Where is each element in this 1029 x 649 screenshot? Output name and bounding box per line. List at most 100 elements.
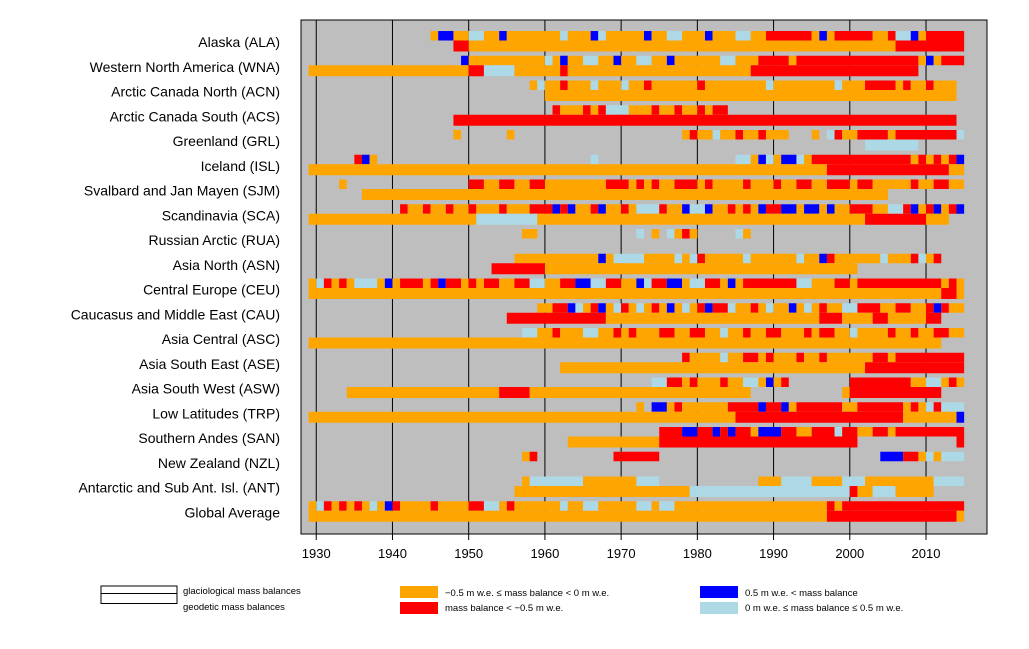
glaciological-segment	[689, 278, 705, 288]
geodetic-segment	[948, 164, 965, 176]
glaciological-segment	[918, 55, 927, 66]
glaciological-segment	[887, 253, 911, 264]
glaciological-segment	[727, 427, 736, 437]
glaciological-segment	[842, 427, 858, 437]
glaciological-segment	[773, 179, 782, 189]
glaciological-segment	[926, 55, 934, 66]
glaciological-segment	[499, 501, 507, 511]
geodetic-segment	[308, 288, 942, 299]
geodetic-segment	[819, 312, 843, 324]
glaciological-segment	[948, 377, 957, 387]
glaciological-segment	[834, 204, 850, 214]
glaciological-segment	[796, 303, 805, 313]
glaciological-segment	[826, 352, 873, 363]
glaciological-segment	[361, 501, 370, 511]
glaciological-segment	[933, 253, 942, 264]
glaciological-segment	[857, 402, 904, 412]
glaciological-segment	[750, 179, 774, 189]
geodetic-segment	[537, 213, 866, 225]
glaciological-segment	[910, 328, 919, 338]
glaciological-segment	[933, 55, 942, 66]
glaciological-segment	[605, 204, 622, 214]
geodetic-segment	[361, 189, 888, 200]
region-row	[506, 303, 965, 324]
region-label: Central Europe (CEU)	[143, 282, 280, 298]
glaciological-segment	[689, 130, 698, 140]
glaciological-segment	[895, 31, 911, 41]
glaciological-segment	[636, 476, 660, 486]
glaciological-segment	[857, 278, 942, 288]
glaciological-segment	[636, 402, 644, 412]
glaciological-segment	[948, 303, 965, 313]
glaciological-segment	[522, 476, 530, 486]
glaciological-segment	[781, 427, 797, 437]
glaciological-segment	[704, 253, 744, 264]
glaciological-segment	[651, 278, 667, 288]
glaciological-segment	[316, 501, 324, 511]
geodetic-segment	[453, 114, 957, 126]
glaciological-segment	[697, 105, 705, 115]
glaciological-segment	[621, 80, 629, 90]
glaciological-segment	[750, 154, 759, 165]
legend-geodetic-label: geodetic mass balances	[183, 602, 285, 613]
glaciological-segment	[712, 105, 728, 115]
region-label: Asia South East (ASE)	[139, 356, 280, 372]
glaciological-segment	[674, 229, 683, 239]
glaciological-segment	[483, 501, 500, 511]
glaciological-segment	[735, 427, 751, 437]
region-row	[491, 253, 942, 275]
glaciological-segment	[522, 229, 538, 239]
glaciological-segment	[933, 154, 942, 165]
glaciological-segment	[598, 80, 622, 90]
glaciological-segment	[674, 402, 683, 412]
glaciological-segment	[682, 377, 690, 387]
glaciological-segment	[682, 303, 690, 313]
glaciological-segment	[461, 55, 469, 66]
region-label: Iceland (ISL)	[201, 158, 280, 174]
glaciological-segment	[727, 377, 744, 387]
glaciological-segment	[918, 253, 927, 264]
glaciological-segment	[339, 278, 347, 288]
geodetic-segment	[308, 213, 477, 225]
x-tick-label-1970: 1970	[607, 546, 636, 561]
region-row	[308, 55, 965, 77]
glaciological-segment	[834, 427, 843, 437]
glaciological-segment	[689, 204, 705, 214]
glaciological-segment	[842, 402, 858, 412]
region-label: Greenland (GRL)	[173, 133, 280, 149]
glaciological-segment	[804, 204, 820, 214]
x-tick-label-1990: 1990	[759, 546, 788, 561]
glaciological-segment	[354, 278, 378, 288]
region-label: Asia South West (ASW)	[132, 381, 280, 397]
geodetic-segment	[842, 387, 850, 398]
geodetic-segment	[872, 486, 896, 497]
glaciological-segment	[430, 501, 439, 511]
geodetic-segment	[689, 486, 850, 497]
glaciological-segment	[933, 179, 949, 189]
glaciological-segment	[583, 105, 591, 115]
glaciological-segment	[948, 278, 957, 288]
legend-glaciological-label: glaciological mass balances	[183, 586, 301, 597]
glaciological-segment	[369, 501, 378, 511]
glaciological-segment	[499, 278, 515, 288]
glaciological-segment	[887, 31, 896, 41]
glaciological-segment	[941, 476, 965, 486]
glaciological-segment	[796, 402, 843, 412]
geodetic-segment	[849, 486, 858, 497]
glaciological-segment	[773, 154, 782, 165]
glaciological-segment	[483, 278, 500, 288]
legend-red-swatch	[400, 602, 438, 614]
geodetic-segment	[308, 65, 469, 77]
glaciological-segment	[926, 154, 934, 165]
glaciological-segment	[560, 204, 568, 214]
glaciological-segment	[613, 55, 622, 66]
glaciological-segment	[857, 179, 873, 189]
region-row	[514, 476, 965, 497]
glaciological-segment	[735, 55, 759, 66]
region-row	[453, 130, 965, 151]
glaciological-segment	[666, 55, 675, 66]
region-row	[567, 427, 965, 448]
data-bars	[308, 31, 965, 522]
glaciological-segment	[651, 229, 660, 239]
glaciological-segment	[903, 204, 911, 214]
